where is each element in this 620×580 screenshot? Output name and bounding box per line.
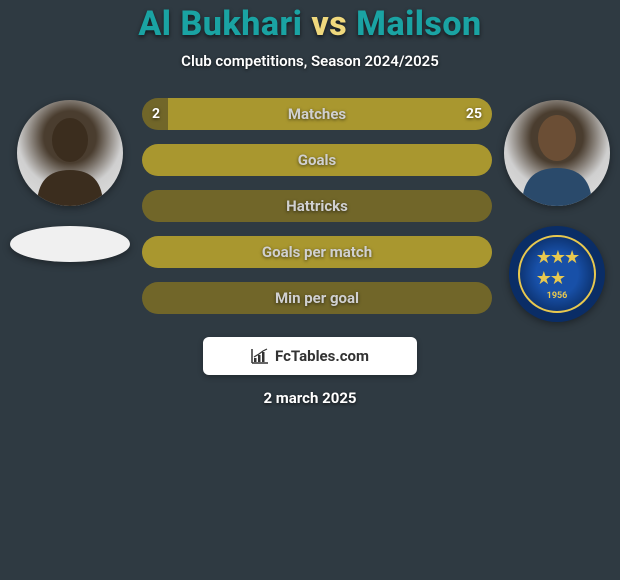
bar-label: Min per goal [275, 289, 359, 307]
title-player2: Mailson [356, 4, 482, 44]
person-icon [504, 100, 610, 206]
player1-club-badge [10, 226, 130, 262]
subtitle: Club competitions, Season 2024/2025 [181, 52, 439, 70]
page-title: Al Bukhari vs Mailson [138, 4, 481, 44]
stat-bar: Min per goal [142, 282, 492, 314]
stars-icon: ★★★★★ [536, 247, 578, 289]
bar-label: Hattricks [286, 197, 348, 215]
stats-bars: Matches 2 25 Goals Hattricks Goals per match M… [142, 98, 492, 314]
content-wrapper: Al Bukhari vs Mailson Club competitions,… [0, 0, 620, 580]
stat-bar: Goals per match [142, 236, 492, 268]
player1-avatar [17, 100, 123, 206]
bar-value-right: 25 [466, 106, 482, 122]
bar-label: Goals per match [262, 243, 372, 261]
bar-right-segment [317, 144, 492, 176]
player2-club-badge: ★★★★★ 1956 [509, 226, 605, 322]
chart-icon [251, 348, 269, 364]
stat-bar: Matches 2 25 [142, 98, 492, 130]
title-player1: Al Bukhari [138, 4, 302, 44]
bar-left-segment [142, 144, 317, 176]
bar-value-left: 2 [152, 106, 160, 122]
club-year: 1956 [547, 291, 568, 301]
left-column [10, 98, 130, 262]
stat-bar: Goals [142, 144, 492, 176]
bar-label: Matches [288, 105, 346, 123]
bar-label: Goals [298, 151, 336, 169]
stat-bar: Hattricks [142, 190, 492, 222]
branding-text: FcTables.com [275, 347, 369, 365]
person-icon [17, 100, 123, 206]
main-row: Matches 2 25 Goals Hattricks Goals per match M… [0, 98, 620, 322]
club-badge-inner: ★★★★★ 1956 [518, 235, 596, 313]
date-label: 2 march 2025 [263, 389, 356, 407]
title-vs: vs [311, 4, 347, 44]
right-column: ★★★★★ 1956 [504, 98, 610, 322]
player2-avatar [504, 100, 610, 206]
branding-badge: FcTables.com [203, 337, 417, 375]
